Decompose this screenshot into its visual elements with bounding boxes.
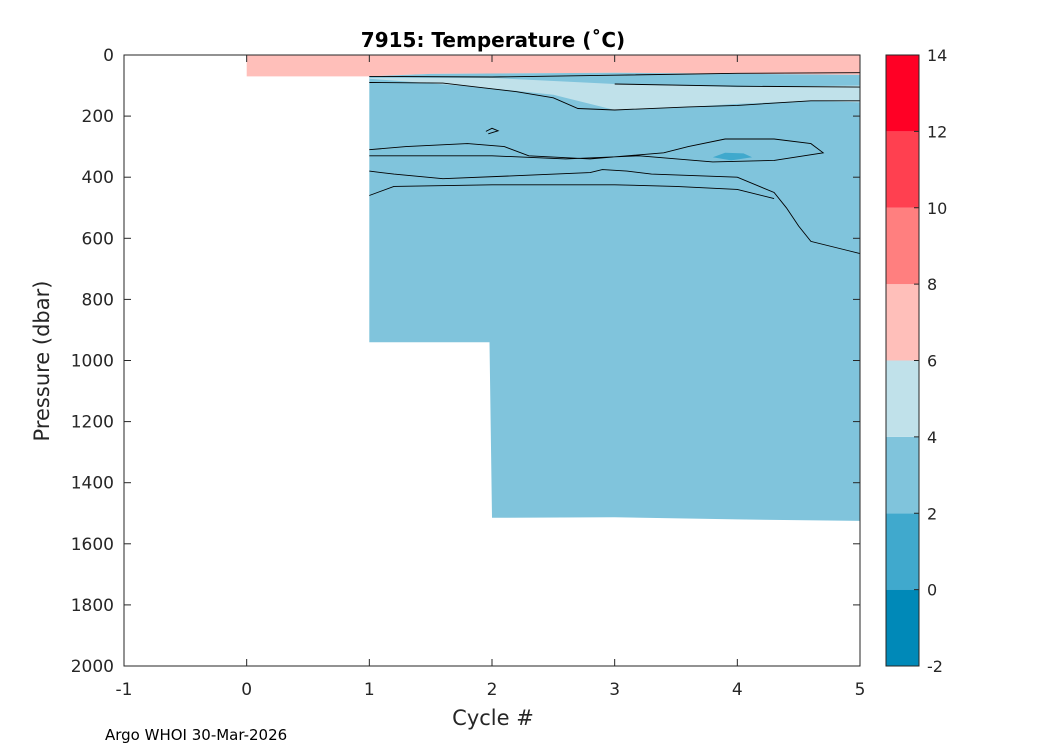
x-tick-label-0: -1 (116, 680, 133, 700)
x-tick-label-2: 1 (364, 680, 375, 700)
y-tick-label-4: 800 (82, 290, 114, 310)
colorbar-bin-2 (886, 436, 919, 514)
region-upper-cool-layer (369, 77, 860, 110)
colorbar-bin-5 (886, 207, 919, 285)
y-tick-label-2: 400 (82, 168, 114, 188)
x-axis-label: Cycle # (452, 706, 534, 730)
colorbar-bin-0 (886, 589, 919, 666)
x-tick-label-4: 3 (609, 680, 620, 700)
contour-line-3 (369, 138, 825, 163)
plot-area (123, 54, 861, 667)
colorbar: 14 12 10 8 6 4 2 0 -2 (885, 46, 947, 676)
chart-title: 7915: Temperature (˚C) (361, 28, 625, 52)
colorbar-bin-6 (886, 131, 919, 208)
contour-line-1 (369, 82, 860, 111)
colorbar-bin-4 (886, 284, 919, 361)
colorbar-tick-label-4: 6 (927, 352, 937, 371)
y-axis-ticks: 0 200 400 600 800 1000 1200 1400 1600 1800 2000 (71, 46, 860, 677)
colorbar-tick-label-2: 10 (927, 199, 947, 218)
contour-lines (369, 72, 861, 255)
colorbar-tick-label-3: 8 (927, 275, 937, 294)
y-tick-label-10: 2000 (71, 657, 114, 677)
colorbar-bin-7 (886, 55, 919, 132)
x-tick-label-1: 0 (241, 680, 252, 700)
x-tick-label-3: 2 (487, 680, 498, 700)
colorbar-tick-label-7: 0 (927, 581, 937, 600)
colorbar-tick-label-5: 4 (927, 428, 937, 447)
y-tick-label-1: 200 (82, 107, 114, 127)
y-tick-label-0: 0 (103, 46, 114, 66)
y-tick-label-7: 1400 (71, 474, 114, 494)
colorbar-tick-label-1: 12 (927, 122, 947, 141)
y-tick-label-3: 600 (82, 229, 114, 249)
contour-line-4 (369, 169, 861, 255)
footer-credit: Argo WHOI 30-Mar-2026 (105, 726, 287, 744)
region-cold-core-patch (712, 152, 753, 161)
contour-line-5 (369, 184, 775, 200)
y-tick-label-5: 1000 (71, 352, 114, 372)
colorbar-ticks: 14 12 10 8 6 4 2 0 -2 (914, 46, 947, 676)
y-tick-label-9: 1800 (71, 596, 114, 616)
colorbar-bin-1 (886, 513, 919, 590)
y-tick-label-6: 1200 (71, 413, 114, 433)
region-surface-warm-layer (246, 55, 860, 77)
x-axis-ticks: -1 0 1 2 3 4 5 (116, 55, 866, 700)
y-tick-label-8: 1600 (71, 535, 114, 555)
contour-line-6 (485, 127, 500, 135)
x-tick-label-6: 5 (855, 680, 866, 700)
colorbar-tick-label-0: 14 (927, 46, 947, 65)
colorbar-bin-3 (886, 360, 919, 437)
contour-line-2 (614, 83, 861, 88)
colorbar-bins (886, 55, 919, 666)
colorbar-tick-label-6: 2 (927, 504, 937, 523)
y-axis-label: Pressure (dbar) (30, 281, 54, 442)
x-tick-label-5: 4 (732, 680, 743, 700)
colorbar-tick-label-8: -2 (927, 657, 943, 676)
contour-line-0 (369, 72, 861, 78)
